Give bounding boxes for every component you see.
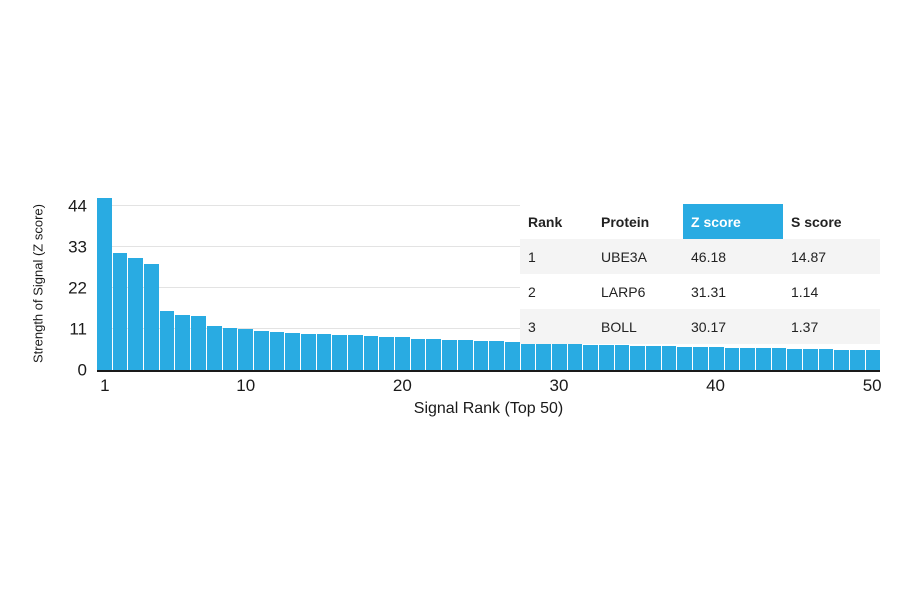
bar-rank-23 [442, 339, 457, 370]
y-axis-title: Strength of Signal (Z score) [30, 204, 46, 363]
bar-rank-13 [285, 332, 300, 370]
bar-rank-42 [740, 348, 755, 370]
bar-rank-20 [395, 337, 410, 370]
x-tick-label: 30 [549, 376, 569, 395]
table-cell-zscore: 30.17 [683, 309, 783, 344]
bar-rank-32 [583, 344, 598, 370]
x-axis-ticks: 1 10 20 30 40 50 [97, 372, 882, 395]
bar-rank-24 [457, 340, 473, 370]
y-tick-label: 0 [77, 360, 87, 380]
table-cell-rank: 1 [520, 239, 593, 274]
x-axis-title: Signal Rank (Top 50) [413, 400, 564, 417]
bar-rank-37 [661, 346, 677, 370]
top-proteins-table: Rank Protein Z score S score 1 UBE3A 46.… [520, 204, 880, 344]
x-tick-label: 40 [706, 376, 726, 395]
bar-rank-44 [771, 348, 787, 370]
bar-rank-4 [144, 263, 159, 370]
bar-rank-27 [504, 342, 520, 370]
table-cell-protein: UBE3A [593, 239, 683, 274]
table-cell-rank: 3 [520, 309, 593, 344]
bar-rank-28 [520, 342, 536, 370]
table-cell-sscore: 1.37 [783, 309, 880, 344]
bar-rank-43 [755, 348, 771, 370]
gridline-y-33 [97, 246, 880, 248]
table-header-protein: Protein [593, 204, 683, 239]
gridline-y-11 [97, 328, 880, 330]
bar-rank-40 [708, 347, 724, 370]
bar-rank-8 [206, 325, 222, 370]
bar-rank-45 [787, 348, 802, 370]
table-row: 3 BOLL 30.17 1.37 [520, 309, 880, 344]
bar-rank-18 [363, 335, 379, 370]
y-tick-label: 22 [68, 278, 87, 298]
bar-rank-30 [551, 343, 567, 370]
x-tick-label: 10 [236, 376, 256, 395]
bar-rank-48 [834, 349, 849, 370]
table-cell-zscore: 31.31 [683, 274, 783, 309]
bar-rank-22 [426, 339, 442, 370]
bar-rank-12 [269, 331, 285, 370]
bar-rank-10 [238, 329, 253, 370]
bar-rank-2 [112, 253, 128, 370]
bar-rank-16 [332, 334, 347, 370]
bar-rank-46 [802, 349, 818, 370]
bar-rank-33 [599, 345, 614, 370]
x-tick-label: 1 [100, 376, 110, 395]
x-tick-label: 20 [392, 376, 412, 395]
table-header-sscore: S score [783, 204, 880, 239]
bar-rank-49 [850, 349, 865, 370]
bar-rank-5 [159, 311, 175, 370]
table-cell-protein: LARP6 [593, 274, 683, 309]
bar-rank-34 [614, 345, 630, 370]
table-header-rank: Rank [520, 204, 593, 239]
bar-rank-14 [300, 333, 316, 370]
table-header-row: Rank Protein Z score S score [520, 204, 880, 239]
y-tick-label: 33 [68, 237, 87, 257]
table-cell-protein: BOLL [593, 309, 683, 344]
bar-rank-47 [818, 349, 834, 370]
bar-rank-17 [348, 335, 363, 370]
bar-rank-21 [410, 338, 426, 370]
bar-rank-35 [630, 345, 646, 370]
table-row: 2 LARP6 31.31 1.14 [520, 274, 880, 309]
table-row: 1 UBE3A 46.18 14.87 [520, 239, 880, 274]
x-tick-label: 50 [862, 376, 882, 395]
gridline-y-22 [97, 287, 880, 289]
bar-rank-25 [473, 340, 489, 370]
table-cell-rank: 2 [520, 274, 593, 309]
bar-rank-36 [646, 346, 661, 370]
bar-rank-29 [536, 343, 551, 370]
y-tick-label: 11 [69, 319, 87, 339]
bar-rank-38 [677, 346, 693, 370]
gridline-y-44 [97, 205, 880, 207]
bar-rank-3 [128, 257, 144, 370]
bar-rank-41 [724, 347, 740, 370]
bar-rank-31 [567, 344, 583, 370]
bar-rank-15 [316, 333, 332, 370]
bar-rank-6 [175, 314, 191, 370]
bar-rank-50 [865, 349, 881, 370]
bar-rank-9 [222, 327, 238, 370]
bar-rank-11 [253, 330, 269, 370]
bar-series [97, 195, 881, 370]
table-cell-zscore: 46.18 [683, 239, 783, 274]
table-cell-sscore: 1.14 [783, 274, 880, 309]
bar-rank-7 [191, 315, 206, 370]
bar-rank-26 [489, 341, 504, 370]
bar-rank-1 [97, 198, 112, 370]
bar-rank-39 [693, 346, 708, 370]
bar-rank-19 [379, 336, 395, 370]
table-header-zscore: Z score [683, 204, 783, 239]
y-tick-label: 44 [68, 196, 87, 216]
table-cell-sscore: 14.87 [783, 239, 880, 274]
